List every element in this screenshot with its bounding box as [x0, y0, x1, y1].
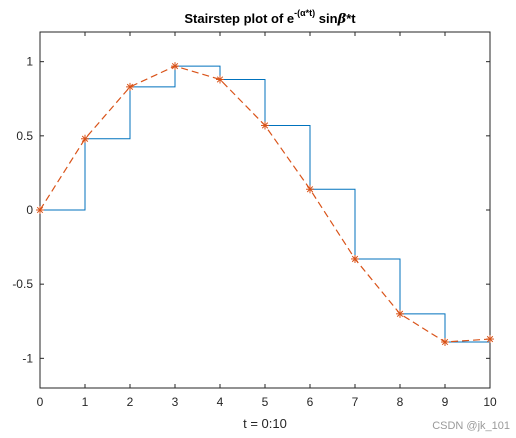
x-tick-label: 5 [262, 395, 269, 409]
data-point-star [441, 338, 449, 347]
y-tick-label: -0.5 [12, 277, 33, 291]
y-tick-label: 1 [26, 55, 33, 69]
y-tick-label: 0 [26, 203, 33, 217]
x-tick-label: 4 [217, 395, 224, 409]
x-tick-label: 9 [442, 395, 449, 409]
chart-title-tail-b: *t [346, 11, 356, 26]
data-point-star [486, 335, 494, 344]
y-tick-label: 0.5 [16, 129, 33, 143]
watermark: CSDN @jk_101 [432, 420, 510, 432]
y-tick-label: -1 [22, 351, 33, 365]
data-point-star [396, 309, 404, 318]
data-point-star [216, 75, 224, 84]
x-tick-label: 1 [82, 395, 89, 409]
x-tick-label: 6 [307, 395, 314, 409]
x-tick-label: 10 [483, 395, 497, 409]
data-point-star [126, 82, 134, 91]
data-point-star [306, 185, 314, 194]
data-point-star [36, 206, 44, 214]
x-axis: 0 1 2 3 4 5 6 7 8 9 10 [37, 32, 497, 409]
chart-title-beta: β [337, 12, 347, 27]
x-tick-label: 7 [352, 395, 359, 409]
chart-title-tail-a: sin [315, 11, 337, 26]
data-point-star [261, 121, 269, 130]
x-tick-label: 0 [37, 395, 44, 409]
x-tick-label: 8 [397, 395, 404, 409]
x-axis-label: t = 0:10 [243, 416, 287, 431]
data-point-star [171, 62, 179, 71]
data-point-star [351, 254, 359, 263]
chart-title-superscript: -(α*t) [294, 8, 315, 18]
data-point-star [81, 134, 89, 143]
x-tick-label: 3 [172, 395, 179, 409]
series-layer [36, 62, 494, 347]
chart-title: Stairstep plot of e-(α*t) sinβ*t [184, 8, 356, 27]
chart-title-base: Stairstep plot of e [184, 11, 294, 26]
x-tick-label: 2 [127, 395, 134, 409]
